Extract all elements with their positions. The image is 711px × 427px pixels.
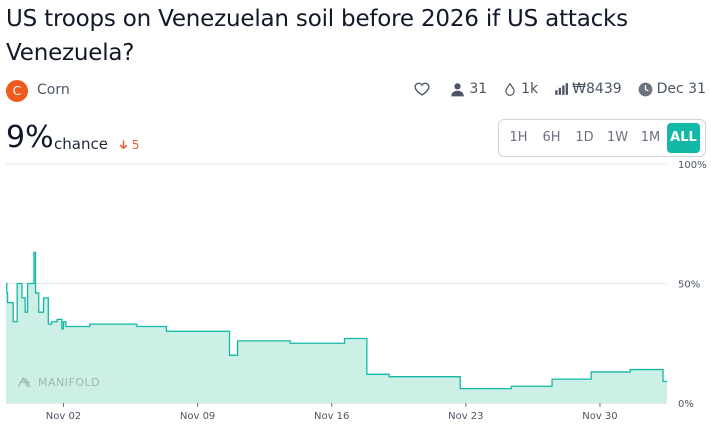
volume-stat[interactable]: 1k: [503, 81, 538, 97]
probability-value: 9%: [6, 120, 54, 155]
manifold-watermark-text: MANIFOLD: [38, 376, 100, 389]
x-tick-label: Nov 30: [582, 411, 617, 422]
x-axis: Nov 02 Nov 09 Nov 16 Nov 23 Nov 30: [46, 403, 618, 422]
range-1d-button[interactable]: 1D: [575, 130, 594, 145]
close-date-stat[interactable]: Dec 31: [638, 81, 706, 97]
creator-name[interactable]: Corn: [37, 82, 70, 98]
traders-count: 31: [469, 81, 488, 97]
range-all-button[interactable]: ALL: [667, 123, 700, 153]
user-icon: [451, 82, 465, 96]
probability-change-value: 5: [131, 138, 140, 152]
liquidity-amount: ₩8439: [572, 81, 622, 97]
x-tick-label: Nov 23: [448, 411, 483, 422]
y-tick-label: 0%: [678, 399, 694, 410]
like-button[interactable]: [414, 81, 434, 97]
droplet-icon: [505, 82, 515, 96]
liquidity-stat[interactable]: ₩8439: [554, 81, 622, 97]
range-6h-button[interactable]: 6H: [542, 130, 561, 145]
manifold-watermark: MANIFOLD: [17, 376, 100, 389]
market-stats: 31 1k ₩8439 Dec 31: [398, 81, 706, 97]
range-1h-button[interactable]: 1H: [509, 130, 528, 145]
probability-chart[interactable]: MANIFOLD 100%50%0% Nov 02 Nov 09 Nov 16 Nov…: [0, 158, 711, 427]
creator-avatar[interactable]: C: [6, 80, 28, 102]
y-tick-label: 100%: [678, 160, 707, 171]
volume-amount: 1k: [521, 81, 539, 97]
manifold-logo-icon: [17, 376, 31, 388]
time-range-selector: 1H 6H 1D 1W 1M ALL: [498, 119, 706, 157]
x-tick-label: Nov 16: [314, 411, 349, 422]
y-axis: 100% 50% 0%: [678, 160, 707, 410]
probability-change: 5: [119, 138, 139, 152]
chance-label: chance: [54, 135, 108, 153]
probability-area: [6, 252, 667, 403]
x-tick-label: Nov 09: [180, 411, 215, 422]
market-meta-row: C Corn 31 1k ₩8439 Dec 31: [6, 79, 706, 103]
arrow-down-icon: [119, 140, 128, 150]
probability-line: [6, 251, 667, 390]
heart-icon: [414, 82, 430, 96]
range-1w-button[interactable]: 1W: [606, 130, 629, 145]
clock-icon: [638, 82, 653, 96]
range-1m-button[interactable]: 1M: [640, 130, 661, 145]
bar-chart-icon: [555, 83, 569, 95]
close-date: Dec 31: [656, 81, 706, 97]
x-tick-label: Nov 02: [46, 411, 81, 422]
traders-stat[interactable]: 31: [450, 81, 487, 97]
market-title: US troops on Venezuelan soil before 2026…: [6, 6, 628, 66]
y-tick-label: 50%: [678, 280, 700, 291]
